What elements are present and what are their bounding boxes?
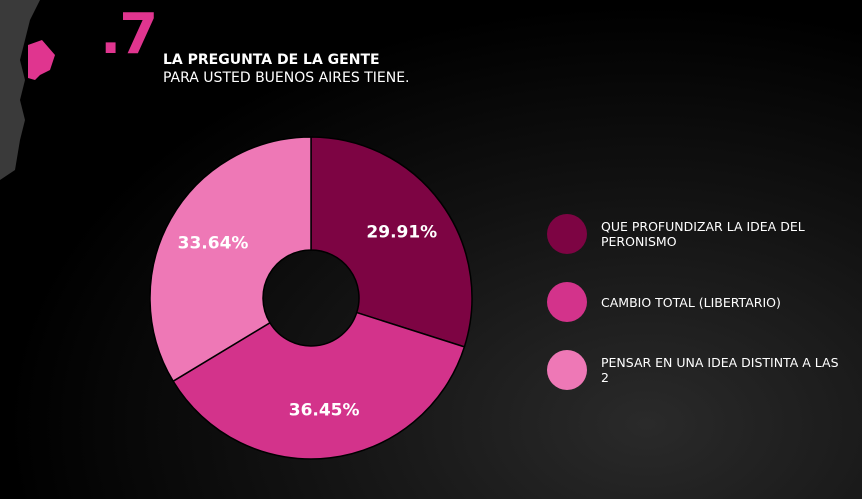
legend-label: PENSAR EN UNA IDEA DISTINTA A LAS 2 (601, 355, 839, 385)
legend-label: QUE PROFUNDIZAR LA IDEA DEL PERONISMO (601, 219, 805, 249)
slice-label-3: 33.64% (178, 234, 249, 254)
donut-slice-2 (172, 311, 466, 460)
donut-slice-1 (310, 136, 473, 348)
legend-label: CAMBIO TOTAL (LIBERTARIO) (601, 294, 781, 310)
legend-swatch (547, 282, 587, 322)
question-title: LA PREGUNTA DE LA GENTE (163, 52, 380, 68)
question-subtitle: PARA USTED BUENOS AIRES TIENE. (163, 70, 410, 86)
buenos-aires-map-icon (0, 0, 55, 180)
legend-swatch (547, 214, 587, 254)
slice-label-2: 36.45% (289, 401, 360, 421)
legend-item: CAMBIO TOTAL (LIBERTARIO) (547, 282, 841, 322)
slice-label-1: 29.91% (366, 223, 437, 243)
legend-swatch (547, 350, 587, 390)
legend-item: QUE PROFUNDIZAR LA IDEA DEL PERONISMO (547, 214, 841, 254)
legend-item: PENSAR EN UNA IDEA DISTINTA A LAS 2 (547, 350, 841, 390)
question-number: .7 (100, 2, 158, 67)
donut-slice-3 (149, 136, 312, 383)
